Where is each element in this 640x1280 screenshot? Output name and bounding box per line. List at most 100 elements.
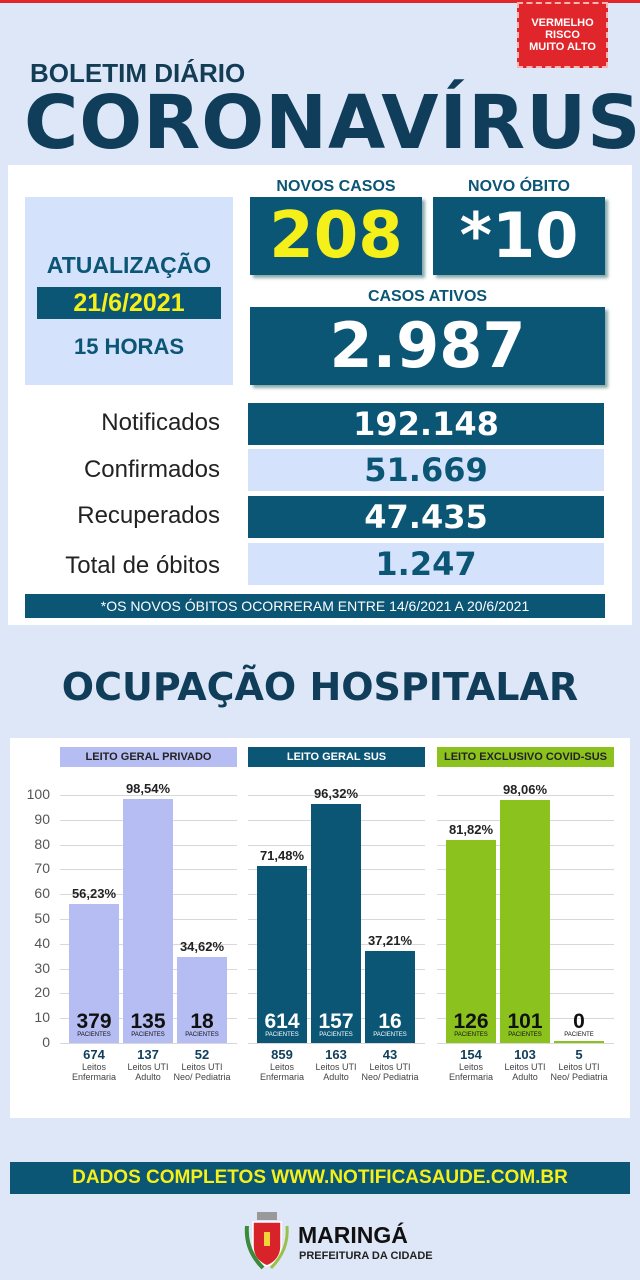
y-tick-label: 50: [34, 910, 50, 926]
patients-count: 126 PACIENTES: [446, 1011, 496, 1039]
patients-label: PACIENTES: [265, 1032, 299, 1038]
new-deaths-label: NOVO ÓBITO: [468, 178, 570, 195]
bar: [257, 865, 307, 1043]
patients-count: 614 PACIENTES: [257, 1011, 307, 1039]
y-tick-label: 60: [34, 885, 50, 902]
stat-value-recovered: 47.435: [248, 496, 604, 538]
bar: [69, 903, 119, 1043]
gridline: [248, 795, 425, 796]
y-tick-label: 40: [34, 934, 50, 951]
patients-label: PACIENTES: [373, 1032, 407, 1038]
top-stripe: [0, 0, 640, 3]
bed-count: 859 Leitos Enfermaria: [252, 1047, 312, 1083]
stat-label-recovered: Recuperados: [77, 502, 220, 529]
gridline: [60, 1043, 237, 1044]
update-date: 21/6/2021: [37, 287, 221, 319]
stat-value-notified: 192.148: [248, 403, 604, 445]
patients-label: PACIENTES: [454, 1032, 488, 1038]
risk-line: VERMELHO: [531, 17, 594, 29]
footer-link[interactable]: DADOS COMPLETOS WWW.NOTIFICASAUDE.COM.BR: [10, 1162, 630, 1194]
y-tick-label: 100: [26, 786, 50, 802]
patients-label: PACIENTES: [185, 1032, 219, 1038]
bar-value-label: 98,06%: [502, 781, 548, 797]
new-cases-label: NOVOS CASOS: [276, 178, 396, 195]
bar: [554, 1041, 604, 1043]
y-tick-label: 20: [34, 984, 50, 1001]
gridline: [60, 795, 237, 796]
bed-count: 5 Leitos UTI Neo/ Pediatria: [550, 1047, 608, 1083]
patients-count: 101 PACIENTES: [500, 1011, 550, 1039]
bed-number: 859: [271, 1047, 293, 1062]
patients-count: 157 PACIENTES: [311, 1011, 361, 1039]
bed-count: 163 Leitos UTI Adulto: [306, 1047, 366, 1083]
group-header: LEITO GERAL SUS: [248, 747, 425, 767]
city-name: MARINGÁ: [298, 1222, 408, 1248]
bed-count: 137 Leitos UTI Adulto: [118, 1047, 178, 1083]
page-title: CORONAVÍRUS: [24, 80, 640, 166]
bar-value-label: 71,48%: [259, 847, 305, 863]
city-coat-of-arms-icon: [244, 1212, 289, 1270]
bed-number: 674: [83, 1047, 105, 1062]
bar: [365, 950, 415, 1043]
patients-label: PACIENTES: [508, 1032, 542, 1038]
bed-count: 43 Leitos UTI Neo/ Pediatria: [361, 1047, 419, 1083]
active-cases-value: 2.987: [250, 307, 605, 385]
bar-value-label: 34,62%: [179, 939, 225, 955]
gridline: [437, 795, 614, 796]
patients-count: 16 PACIENTES: [365, 1011, 415, 1039]
stat-label-deaths: Total de óbitos: [65, 552, 220, 579]
bar: [500, 799, 550, 1043]
risk-line: MUITO ALTO: [529, 41, 596, 53]
new-deaths-value: *10: [433, 197, 605, 275]
new-cases-value: 208: [250, 197, 422, 275]
stat-value-confirmed: 51.669: [248, 449, 604, 491]
bed-number: 163: [325, 1047, 347, 1062]
bar-value-label: 96,32%: [313, 786, 359, 802]
gridline: [248, 1043, 425, 1044]
y-tick-label: 10: [34, 1009, 50, 1026]
bar-value-label: 37,21%: [367, 932, 413, 948]
update-label: ATUALIZAÇÃO: [46, 252, 212, 278]
update-time: 15 HORAS: [73, 334, 185, 359]
bed-number: 5: [575, 1047, 583, 1062]
patients-label: PACIENTE: [564, 1032, 594, 1038]
bed-number: 154: [460, 1047, 482, 1062]
city-subtitle: PREFEITURA DA CIDADE: [299, 1250, 433, 1262]
y-tick-label: 70: [34, 860, 50, 877]
y-tick-label: 80: [34, 835, 50, 852]
patients-count: 18 PACIENTES: [177, 1011, 227, 1039]
patients-count: 379 PACIENTES: [69, 1011, 119, 1039]
bed-count: 103 Leitos UTI Adulto: [495, 1047, 555, 1083]
risk-badge: VERMELHO RISCO MUITO ALTO: [517, 2, 608, 68]
bar: [177, 957, 227, 1043]
bed-number: 52: [194, 1047, 210, 1062]
group-header: LEITO EXCLUSIVO COVID-SUS: [437, 747, 614, 767]
stat-label-confirmed: Confirmados: [83, 456, 220, 483]
active-cases-label: CASOS ATIVOS: [367, 288, 488, 305]
bed-count: 674 Leitos Enfermaria: [64, 1047, 124, 1083]
y-tick-label: 0: [42, 1034, 50, 1050]
bar: [446, 840, 496, 1043]
update-box: ATUALIZAÇÃO 21/6/2021 15 HORAS: [25, 197, 233, 385]
bed-number: 43: [382, 1047, 398, 1062]
stat-label-notified: Notificados: [101, 409, 220, 436]
risk-line: RISCO: [545, 29, 580, 41]
deaths-note: *OS NOVOS ÓBITOS OCORRERAM ENTRE 14/6/20…: [25, 594, 605, 618]
bar-value-label: 56,23%: [71, 885, 117, 901]
y-tick-label: 90: [34, 810, 50, 827]
bar-value-label: 98,54%: [125, 780, 171, 796]
gridline: [437, 1043, 614, 1044]
bar: [311, 804, 361, 1043]
patients-count: 0 PACIENTE: [554, 1011, 604, 1039]
section-title: OCUPAÇÃO HOSPITALAR: [61, 665, 579, 709]
y-tick-label: 30: [34, 959, 50, 976]
group-header: LEITO GERAL PRIVADO: [60, 747, 237, 767]
bed-number: 103: [514, 1047, 536, 1062]
bed-number: 137: [137, 1047, 159, 1062]
patients-label: PACIENTES: [319, 1032, 353, 1038]
bar: [123, 798, 173, 1043]
bed-count: 154 Leitos Enfermaria: [441, 1047, 501, 1083]
bed-count: 52 Leitos UTI Neo/ Pediatria: [173, 1047, 231, 1083]
subtitle: BOLETIM DIÁRIO: [30, 58, 246, 88]
patients-label: PACIENTES: [77, 1032, 111, 1038]
